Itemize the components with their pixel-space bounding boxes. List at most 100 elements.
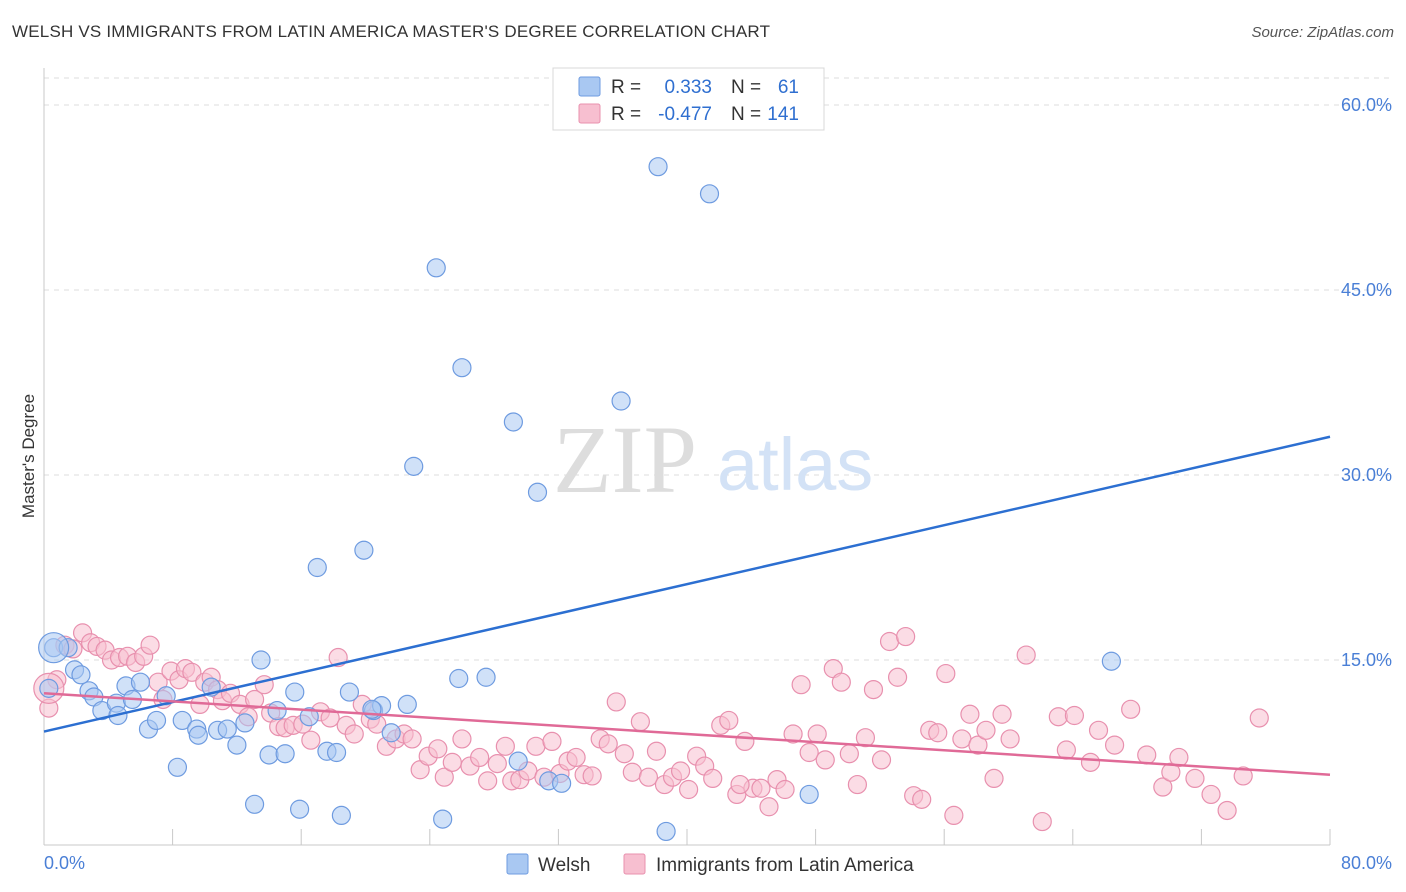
latin-america-point (984, 768, 1004, 789)
welsh-point (449, 668, 469, 689)
trend-lines (43, 435, 1331, 776)
gridlines (44, 77, 1390, 661)
latin-america-point (542, 731, 562, 752)
welsh-point (527, 482, 548, 502)
welsh-point (611, 391, 631, 411)
latin-america-point (495, 736, 515, 756)
stats-box: R = 0.333 N = 61 R = -0.477 N = 141 (552, 67, 825, 131)
latin-america-point (1153, 777, 1173, 797)
welsh-point (552, 773, 572, 793)
latin-america-point (646, 741, 667, 761)
welsh-point (404, 456, 424, 476)
y-tick-label: 30.0% (1341, 465, 1392, 485)
stats-swatch-latin-america (578, 103, 601, 124)
stats-n-label-welsh: N = (731, 77, 761, 98)
welsh-point (285, 682, 305, 702)
latin-america-point (976, 720, 996, 740)
y-tick-label: 15.0% (1341, 650, 1392, 670)
latin-america-point (896, 626, 916, 647)
latin-america-point (928, 723, 948, 743)
latin-america-point (879, 631, 900, 652)
latin-america-point (815, 750, 835, 770)
latin-america-point (1056, 740, 1076, 760)
latin-america-point (487, 753, 507, 774)
latin-america-point (799, 742, 819, 763)
watermark-atlas: atlas (717, 423, 873, 506)
stats-r-label-latin-america: R = (611, 104, 641, 125)
latin-america-point (1080, 752, 1101, 772)
latin-america-point (244, 689, 265, 710)
legend-swatch-welsh[interactable] (506, 853, 529, 875)
latin-america-point (1185, 768, 1205, 789)
welsh-point (275, 744, 295, 764)
latin-america-point (344, 724, 364, 744)
latin-america-point (1048, 707, 1068, 727)
welsh-point (326, 742, 347, 763)
latin-america-point (936, 663, 956, 684)
latin-america-point (1088, 720, 1109, 740)
welsh-point (251, 650, 271, 670)
latin-america-point (1201, 784, 1221, 805)
welsh-point (656, 821, 676, 842)
latin-america-point (735, 731, 755, 752)
welsh-point (307, 557, 327, 578)
watermark-zip: ZIP (553, 406, 697, 513)
latin-america-point (679, 779, 699, 800)
welsh-point (71, 665, 91, 685)
welsh-point (1101, 651, 1121, 671)
latin-america-point (775, 779, 795, 800)
latin-america-point (759, 797, 779, 817)
latin-america-point (428, 739, 448, 759)
stats-r-value-latin-america: -0.477 (658, 104, 712, 125)
welsh-point (339, 682, 360, 702)
latin-america-point (1032, 811, 1052, 832)
welsh-point (381, 723, 401, 743)
y-tick-label: 60.0% (1341, 95, 1392, 115)
stats-n-value-welsh: 61 (778, 77, 799, 98)
latin-america-point (992, 704, 1012, 724)
latin-america-point (442, 752, 462, 772)
latin-america-point (887, 667, 908, 687)
welsh-point (167, 757, 188, 777)
welsh-point (188, 725, 208, 745)
latin-america-point (807, 724, 827, 744)
latin-america-point (1064, 705, 1085, 726)
legend-swatch-latin-america[interactable] (623, 853, 646, 875)
y-tick-labels: 15.0% 30.0% 45.0% 60.0% (1341, 95, 1392, 670)
latin-america-point (630, 712, 650, 732)
welsh-point (331, 805, 351, 826)
x-tick-label-min: 0.0% (44, 853, 85, 873)
source-credit: Source: ZipAtlas.com (1251, 24, 1394, 41)
stats-n-value-latin-america: 141 (767, 104, 799, 125)
legend-label-latin-america[interactable]: Immigrants from Latin America (656, 855, 914, 876)
latin-america-point (791, 675, 811, 695)
latin-america-point (1169, 747, 1189, 768)
welsh-trend-line (43, 435, 1331, 733)
welsh-point (259, 745, 279, 765)
x-ticks (43, 829, 1331, 845)
welsh-point (799, 784, 819, 805)
latin-america-point (614, 744, 634, 764)
latin-america-point (703, 768, 723, 789)
y-tick-label: 45.0% (1341, 280, 1392, 300)
welsh-point (503, 412, 523, 432)
welsh-point (452, 358, 472, 378)
latin-america-point (855, 728, 876, 748)
welsh-point (426, 258, 446, 278)
latin-america-point (582, 766, 602, 786)
latin-america-point (638, 767, 659, 787)
latin-america-trend-line (43, 692, 1331, 776)
latin-america-point (839, 744, 859, 764)
latin-america-point (719, 710, 739, 731)
latin-america-point (1016, 645, 1036, 665)
latin-america-point (831, 672, 851, 692)
welsh-point (130, 672, 151, 692)
welsh-point (217, 719, 237, 739)
latin-america-point (912, 789, 932, 809)
legend-label-welsh[interactable]: Welsh (538, 855, 590, 876)
latin-america-point (751, 778, 771, 798)
latin-america-point (182, 662, 202, 682)
latin-america-point (1137, 745, 1157, 765)
y-axis-label: Master's Degree (19, 394, 38, 518)
chart-title: WELSH VS IMMIGRANTS FROM LATIN AMERICA M… (12, 22, 771, 41)
